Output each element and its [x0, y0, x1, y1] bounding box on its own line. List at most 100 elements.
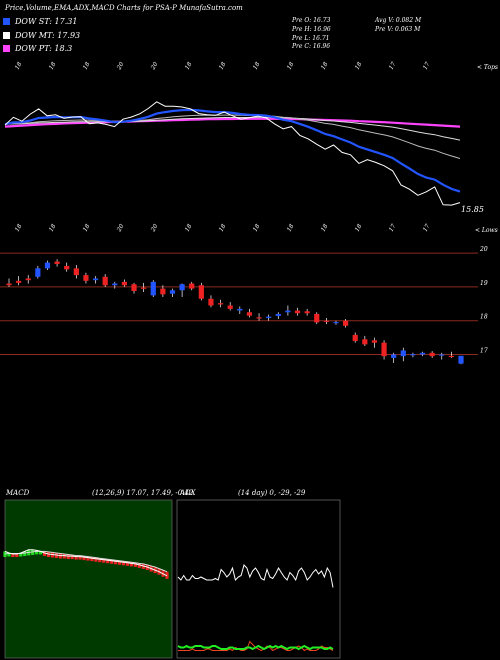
macd-panel-bg: [4, 499, 173, 659]
macd-signal-line: [4, 550, 168, 573]
macd-histogram-bar: [114, 560, 118, 565]
candle-body: [333, 322, 339, 324]
macd-histogram-bar: [78, 555, 82, 560]
pre-open: Pre O: 16.73: [292, 17, 331, 24]
candle-body: [54, 261, 60, 264]
candle-body: [35, 268, 41, 277]
macd-histogram-bar: [66, 554, 70, 560]
macd-histogram-bar: [137, 563, 141, 568]
bottom-tick-label: 18: [218, 223, 228, 233]
top-tick-label: 17: [388, 61, 398, 71]
macd-title: MACD: [6, 489, 30, 497]
candle-body: [371, 340, 378, 343]
macd-histogram-bar: [7, 552, 11, 557]
candle-body: [73, 268, 79, 276]
macd-histogram-bar: [70, 555, 74, 560]
candle-body: [150, 281, 156, 296]
plus-di-line: [177, 644, 334, 651]
y-tick-label: 20: [479, 246, 488, 253]
bottom-tick-label: 18: [48, 223, 58, 233]
candle-body: [362, 339, 368, 345]
top-tick-label: 18: [48, 61, 58, 71]
dow-mt-label: DOW MT: 17.93: [3, 31, 80, 40]
candle-body: [400, 350, 406, 357]
macd-histogram-bar: [82, 556, 86, 561]
macd-histogram-bar: [110, 559, 114, 564]
candle-body: [179, 284, 185, 291]
macd-histogram-bar: [3, 551, 7, 557]
pre-volume: Pre V: 0.063 M: [375, 26, 421, 33]
price-line: [4, 101, 461, 206]
macd-histogram-bar: [129, 562, 134, 567]
candle-body: [391, 354, 397, 358]
top-tick-label: 18: [286, 61, 296, 71]
candle-body: [304, 311, 310, 314]
candle-body: [439, 354, 445, 356]
candle-body: [64, 265, 70, 270]
top-tick-label: 18: [354, 61, 364, 71]
macd-histogram-bar: [35, 550, 39, 555]
adx-title: ADX: [180, 489, 196, 497]
ema-pink-line: [4, 117, 461, 128]
macd-histogram-bar: [86, 556, 90, 561]
adx-params: (14 day) 0, -29, -29: [238, 489, 306, 497]
bottom-tick-label: 18: [354, 223, 364, 233]
dow-mt-value: DOW MT: 17.93: [15, 31, 81, 40]
macd-histogram-bar: [133, 562, 137, 567]
candle-body: [25, 278, 31, 281]
bottom-tick-label: 18: [252, 223, 262, 233]
candle-body: [342, 320, 349, 326]
pre-high: Pre H: 16.96: [292, 26, 331, 33]
pre-close: Pre C: 16.96: [292, 43, 331, 50]
candle-body: [246, 312, 253, 316]
pre-low: Pre L: 16.71: [292, 35, 330, 42]
top-tick-label: 18: [14, 61, 24, 71]
bottom-tick-label: 18: [82, 223, 92, 233]
dow-pt-label: DOW PT: 18.3: [3, 44, 72, 53]
candle-body: [294, 310, 301, 314]
top-tick-label: 18: [82, 61, 92, 71]
macd-histogram-bar: [125, 561, 130, 566]
top-tick-label: 20: [115, 61, 125, 72]
dow-mt-swatch: [3, 32, 10, 39]
y-tick-label: 17: [480, 347, 488, 354]
candle-body: [419, 352, 426, 355]
dow-st-value: DOW ST: 17.31: [15, 17, 78, 26]
dow-st-swatch: [3, 18, 10, 25]
ema-long-line: [4, 116, 461, 141]
candle-body: [92, 278, 99, 281]
candle-body: [189, 283, 195, 289]
candle-body: [141, 287, 147, 289]
macd-histogram-bar: [11, 553, 15, 557]
adx-panel-bg: [176, 499, 341, 659]
bottom-tick-label: 17: [388, 223, 398, 233]
top-tick-label: 18: [252, 61, 262, 71]
candle-body: [160, 288, 166, 295]
last-price-label: 15.85: [461, 205, 484, 214]
tops-label: < Tops: [477, 64, 499, 71]
chart-title: Price,Volume,EMA,ADX,MACD Charts for PSA…: [5, 4, 243, 12]
macd-histogram-bar: [38, 551, 43, 555]
macd-histogram-bar: [121, 561, 126, 566]
candle-body: [275, 313, 281, 316]
y-tick-label: 19: [480, 280, 488, 287]
candle-body: [448, 355, 454, 358]
y-tick-label: 18: [480, 314, 488, 321]
bottom-tick-label: 20: [149, 223, 159, 234]
macd-histogram-bar: [42, 551, 47, 556]
macd-histogram-bar: [98, 558, 102, 563]
bottom-tick-label: 18: [184, 223, 194, 233]
ema-mid-line: [4, 114, 461, 159]
candle-body: [227, 305, 233, 309]
candle-body: [121, 281, 128, 286]
candle-body: [352, 334, 358, 341]
macd-histogram-bar: [94, 557, 98, 562]
macd-histogram-bar: [74, 555, 78, 560]
candle-body: [16, 280, 22, 283]
candle-body: [6, 283, 12, 286]
bottom-tick-label: 18: [14, 223, 24, 233]
candle-body: [256, 317, 262, 319]
dow-st-label: DOW ST: 17.31: [3, 17, 77, 26]
top-tick-label: 18: [320, 61, 330, 71]
